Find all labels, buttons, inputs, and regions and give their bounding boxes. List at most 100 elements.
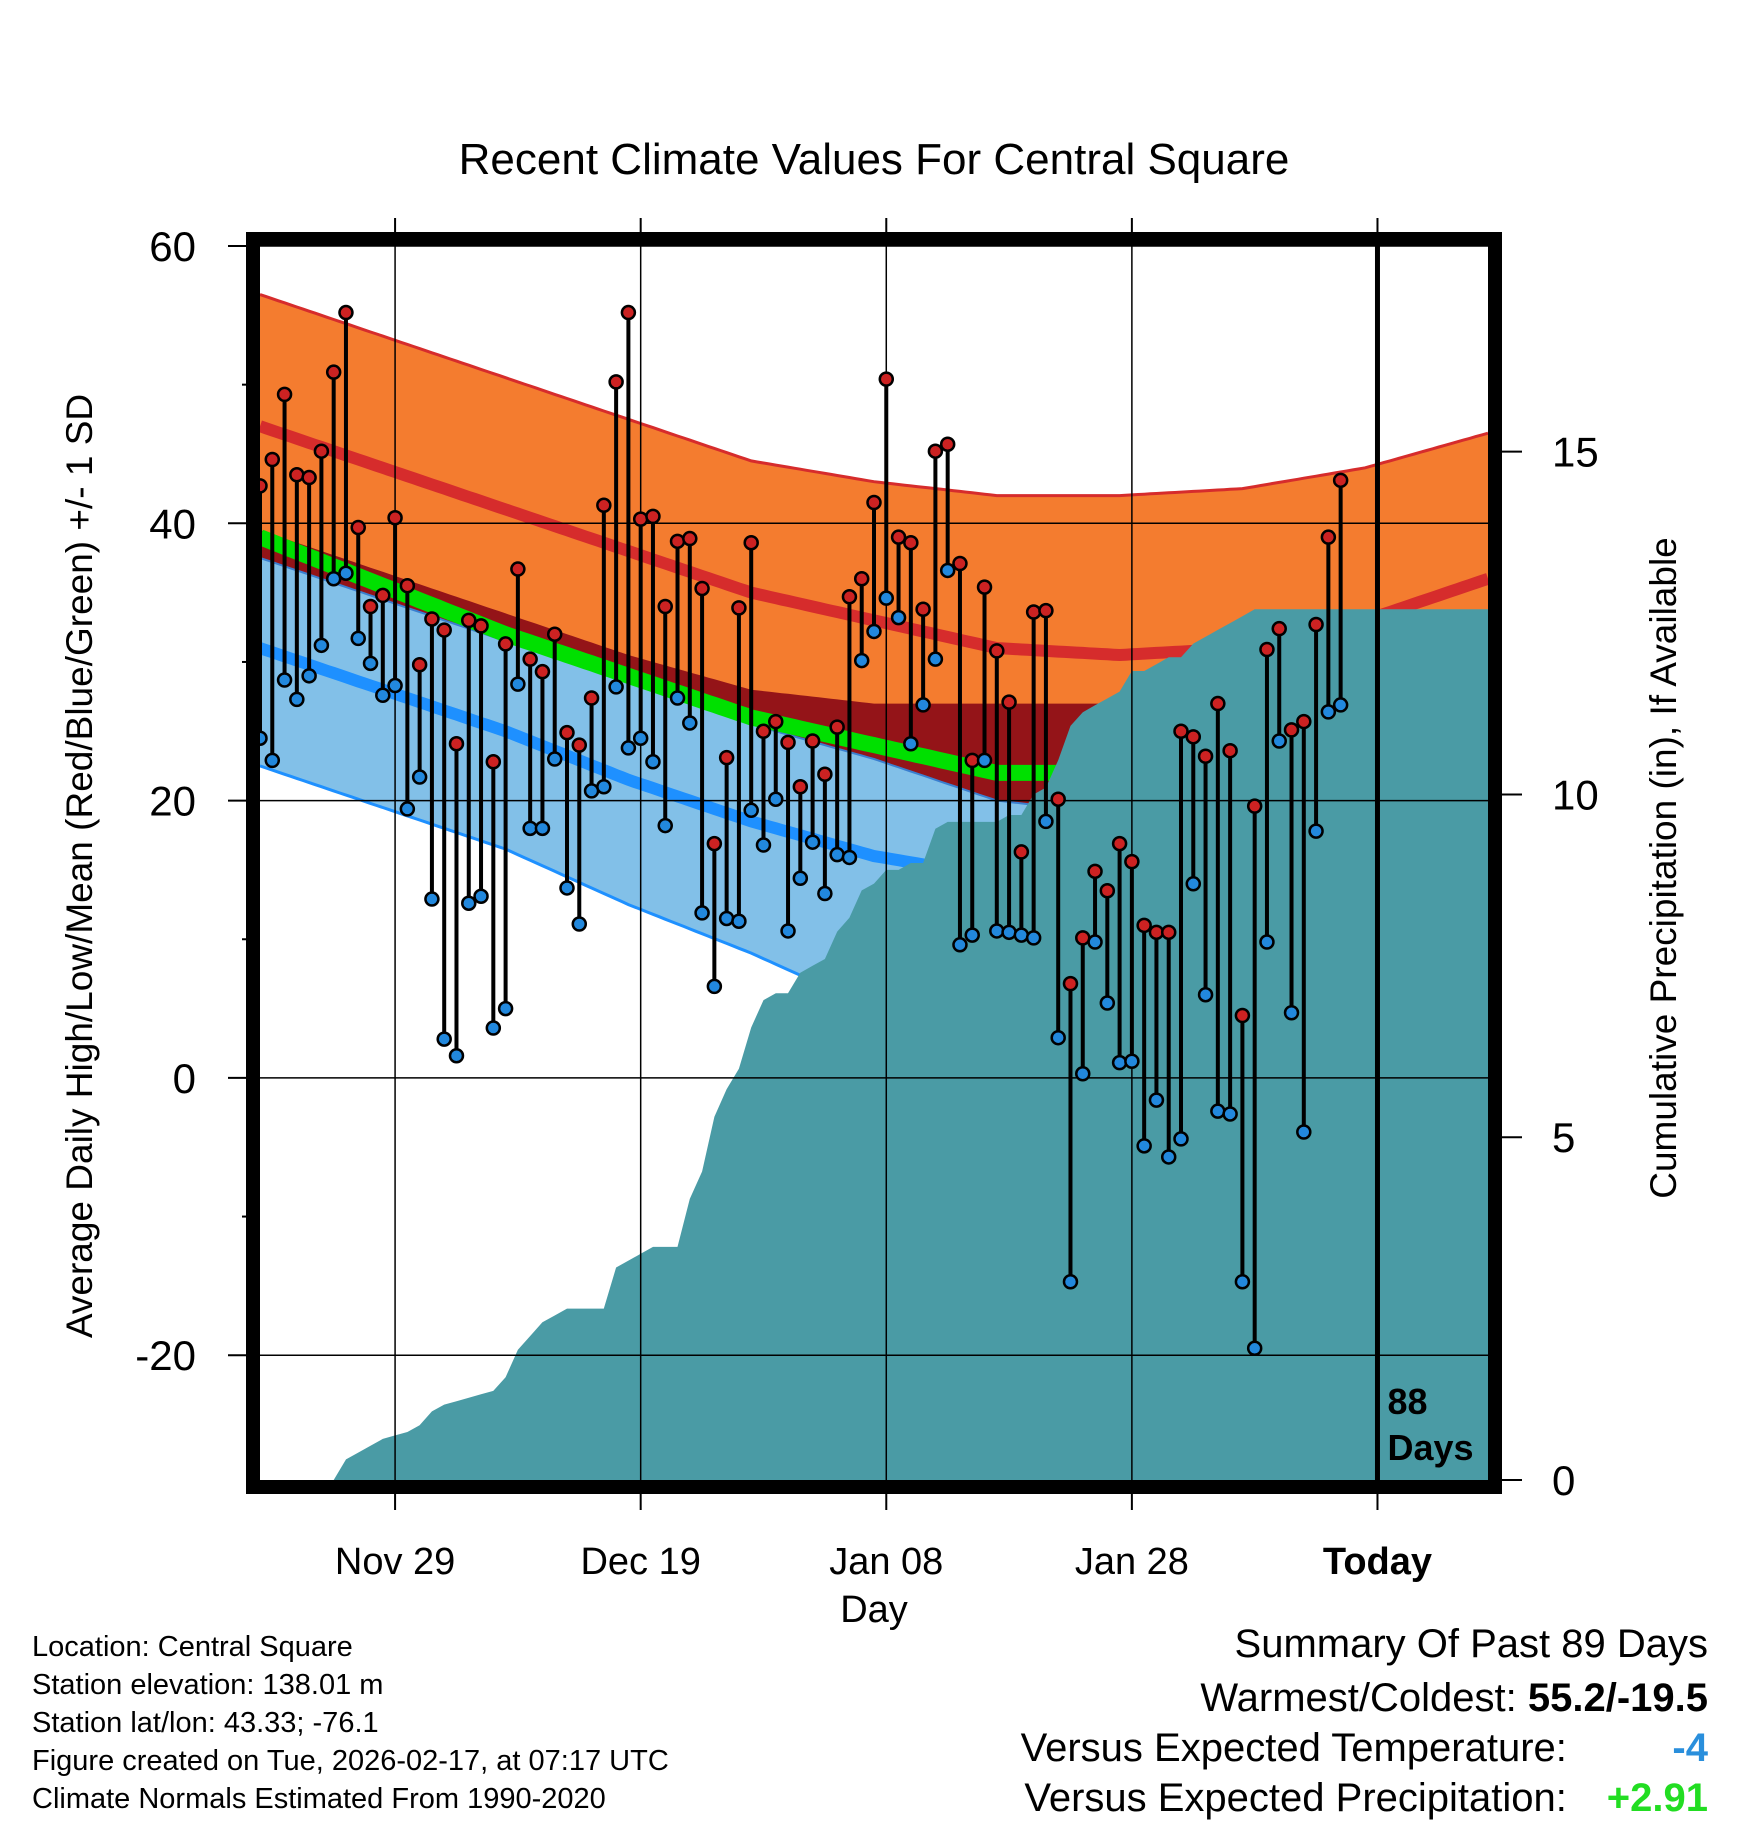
daily-low-point	[1099, 995, 1116, 1011]
daily-low-point	[853, 652, 870, 669]
daily-high-point	[620, 304, 637, 321]
daily-high-point	[1283, 722, 1300, 738]
y-tick-label: 20	[149, 778, 196, 825]
daily-low-point	[1210, 1103, 1226, 1119]
daily-low-point	[485, 1020, 502, 1036]
daily-low-point	[657, 817, 673, 834]
daily-high-point	[743, 534, 759, 551]
daily-low-point	[1246, 1340, 1263, 1357]
y2-tick-label: 15	[1552, 429, 1599, 476]
y2-tick-label: 10	[1552, 771, 1599, 818]
plot-frame	[246, 232, 1502, 1494]
daily-high-point	[657, 598, 673, 615]
daily-high-point	[645, 508, 661, 525]
daily-low-point	[1320, 704, 1337, 720]
daily-low-point	[461, 895, 477, 911]
daily-high-point	[829, 719, 845, 735]
daily-high-point	[596, 497, 612, 514]
high-sd-upper-line	[260, 293, 1488, 498]
daily-high-point	[1359, 0, 1372, 7]
daily-low-point	[1271, 733, 1287, 749]
daily-low-point	[264, 752, 281, 769]
daily-high-point	[939, 436, 956, 453]
daily-high-point	[534, 663, 551, 680]
daily-high-point	[1013, 844, 1030, 860]
daily-low-point	[1136, 1138, 1152, 1154]
summary-temp-label: Versus Expected Temperature:	[1020, 1726, 1567, 1770]
daily-low-point	[1308, 823, 1324, 839]
daily-low-point	[1160, 1149, 1177, 1165]
daily-low-point	[1173, 1131, 1189, 1147]
summary-warm-coldest: Warmest/Coldest: 55.2/-19.5	[1200, 1676, 1708, 1721]
daily-low-point	[952, 937, 968, 953]
x-tick-label: Nov 29	[335, 1541, 455, 1583]
daily-high-point	[792, 778, 809, 795]
daily-low-point	[903, 736, 919, 752]
daily-low-point	[276, 672, 293, 688]
daily-high-point	[903, 534, 919, 551]
daily-low-point	[1038, 813, 1054, 830]
daily-high-point	[1173, 723, 1189, 740]
daily-low-point	[1001, 924, 1017, 941]
daily-low-point	[301, 668, 317, 684]
daily-low-point	[559, 880, 575, 896]
daily-low-point	[1222, 1106, 1238, 1122]
daily-high-point	[706, 835, 723, 852]
daily-high-point	[1222, 742, 1238, 759]
summary-temp-row: Versus Expected Temperature: -4	[1021, 1726, 1708, 1771]
daily-high-point	[608, 374, 624, 390]
daily-low-point	[1050, 1029, 1066, 1046]
daily-low-point	[780, 923, 796, 939]
daily-high-point	[1332, 472, 1349, 489]
daily-low-point	[1359, 0, 1372, 7]
daily-high-point	[325, 364, 342, 380]
daily-high-point	[853, 571, 870, 587]
daily-low-point	[1087, 934, 1103, 950]
daily-low-point	[1013, 927, 1030, 943]
daily-high-point	[1136, 917, 1152, 934]
daily-high-point	[1197, 748, 1214, 764]
daily-low-point	[841, 849, 858, 866]
daily-high-point	[866, 494, 882, 511]
y2-axis-label: Cumulative Precipitation (in), If Availa…	[1643, 537, 1684, 1199]
summary-precip-value: +2.91	[1606, 1776, 1708, 1820]
daily-high-point	[890, 529, 907, 545]
daily-high-point	[350, 519, 366, 536]
daily-low-point	[976, 752, 993, 769]
daily-high-point	[436, 622, 452, 638]
daily-high-point	[755, 723, 772, 740]
daily-low-point	[829, 846, 845, 863]
x-tick-label: Jan 28	[1075, 1541, 1189, 1583]
daily-low-point	[964, 927, 980, 943]
daily-low-point	[497, 1000, 514, 1017]
y-tick-label: 40	[149, 500, 196, 547]
daily-high-point	[976, 579, 993, 595]
daily-low-point	[571, 916, 588, 932]
daily-high-point	[473, 618, 489, 634]
daily-low-point	[1197, 986, 1214, 1003]
daily-high-point	[1210, 695, 1226, 712]
y2-tick-label: 5	[1552, 1114, 1575, 1161]
daily-high-point	[632, 511, 649, 527]
summary-warm-value: 55.2/-19.5	[1527, 1676, 1708, 1720]
daily-low-point	[362, 655, 379, 672]
daily-high-point	[424, 611, 440, 627]
daily-high-point	[497, 636, 514, 652]
x-tick-label: Today	[1323, 1541, 1432, 1583]
daily-high-point	[260, 478, 268, 494]
daily-low-point	[596, 778, 612, 795]
daily-low-point	[1111, 1054, 1128, 1071]
daily-low-point	[387, 677, 403, 694]
daily-low-point	[890, 609, 907, 626]
daily-low-point	[313, 637, 330, 654]
daily-low-point	[1075, 1066, 1091, 1082]
daily-low-point	[632, 730, 649, 746]
info-created: Figure created on Tue, 2026-02-17, at 07…	[32, 1745, 669, 1777]
summary-precip-row: Versus Expected Precipitation: +2.91	[1024, 1776, 1708, 1821]
daily-high-point	[362, 598, 379, 615]
daily-high-point	[264, 451, 281, 468]
daily-low-point	[436, 1031, 452, 1047]
daily-high-point	[1234, 1007, 1251, 1024]
daily-high-point	[718, 749, 735, 766]
daily-high-point	[1271, 620, 1287, 637]
